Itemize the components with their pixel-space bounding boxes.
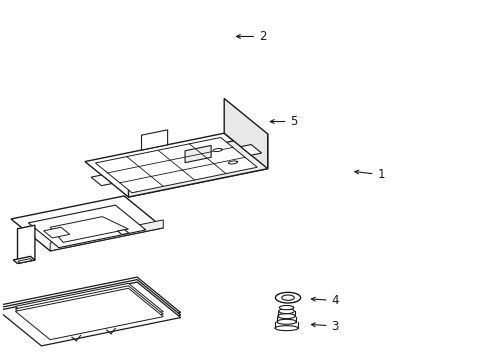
Polygon shape xyxy=(213,149,222,152)
Bar xyxy=(274,323,298,328)
Text: 5: 5 xyxy=(270,115,297,128)
Text: 2: 2 xyxy=(236,30,266,43)
Text: 3: 3 xyxy=(311,320,338,333)
Polygon shape xyxy=(18,225,35,264)
Bar xyxy=(276,317,296,322)
Polygon shape xyxy=(95,138,257,193)
Polygon shape xyxy=(28,205,145,248)
Polygon shape xyxy=(13,256,35,264)
Polygon shape xyxy=(85,133,267,197)
Polygon shape xyxy=(11,196,163,251)
Polygon shape xyxy=(15,288,163,340)
Polygon shape xyxy=(43,227,70,238)
Polygon shape xyxy=(18,259,32,263)
Ellipse shape xyxy=(278,309,294,314)
Polygon shape xyxy=(15,283,163,335)
Polygon shape xyxy=(117,230,129,235)
Ellipse shape xyxy=(281,295,294,300)
Ellipse shape xyxy=(274,326,298,330)
Polygon shape xyxy=(184,145,211,163)
Polygon shape xyxy=(15,286,163,337)
Polygon shape xyxy=(228,161,237,164)
Ellipse shape xyxy=(277,314,295,319)
Polygon shape xyxy=(141,130,167,150)
Ellipse shape xyxy=(276,319,296,324)
Polygon shape xyxy=(0,282,180,346)
Text: 1: 1 xyxy=(354,168,384,181)
Polygon shape xyxy=(224,99,267,168)
Bar xyxy=(277,311,295,316)
Ellipse shape xyxy=(275,292,300,303)
Text: 4: 4 xyxy=(311,294,338,307)
Ellipse shape xyxy=(279,306,293,310)
Polygon shape xyxy=(240,145,261,155)
Polygon shape xyxy=(0,280,180,343)
Polygon shape xyxy=(128,134,267,197)
Polygon shape xyxy=(0,277,180,341)
Polygon shape xyxy=(50,220,163,251)
Polygon shape xyxy=(50,217,128,242)
Polygon shape xyxy=(91,175,112,186)
